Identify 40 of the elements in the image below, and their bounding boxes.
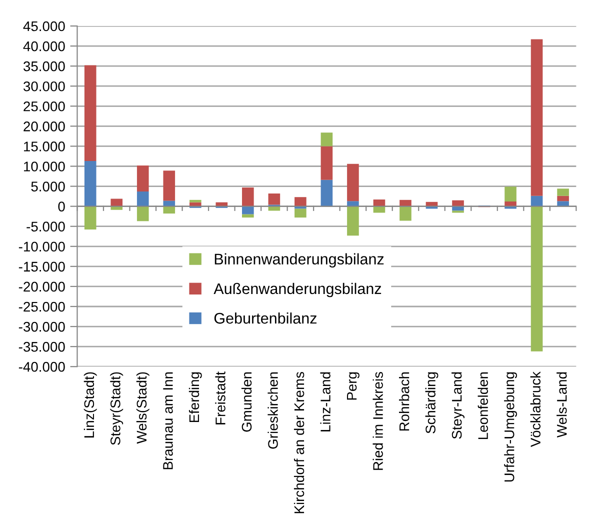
y-tick-label: 25.000 (24, 101, 65, 112)
x-tick-label: Ried im Innkreis (372, 372, 383, 470)
y-tick-label: 45.000 (23, 21, 65, 32)
y-tick-label: 40.000 (23, 41, 65, 52)
x-tick-label: Steyr-Land (452, 372, 464, 439)
x-tick-label: Gmunden (241, 372, 252, 432)
x-tick-label: Schärding (425, 372, 438, 434)
x-tick-label: Braunau am Inn (163, 372, 173, 470)
x-tick-label: Freistadt (215, 372, 226, 424)
y-tick-label: -25.000 (18, 302, 65, 312)
x-tick-label: Linz(Stadt) (84, 372, 97, 438)
y-tick-label: -30.000 (18, 322, 65, 332)
x-tick-label: Leonfelden (478, 372, 488, 440)
x-tick-label: Urfahr-Umgebung (504, 372, 517, 482)
y-tick-label: 10.000 (24, 162, 65, 172)
y-tick-label: 0 (58, 202, 65, 212)
legend-label: Binnenwanderungsbilanz (214, 253, 384, 268)
y-tick-label: 35.000 (23, 61, 65, 72)
y-tick-label: -35.000 (18, 342, 65, 352)
x-tick-label: Wels(Stadt) (136, 372, 150, 444)
y-tick-label: 15.000 (24, 142, 65, 152)
x-tick-label: Kirchdorf an der Krems (294, 372, 304, 514)
x-tick-label: Eferding (188, 372, 202, 422)
y-tick-label: -10.000 (18, 242, 65, 252)
y-tick-label: -15.000 (18, 262, 65, 272)
y-tick-label: 5.000 (31, 182, 65, 192)
x-tick-label: Grieskirchen (268, 372, 278, 449)
y-tick-label: -40.000 (18, 362, 65, 372)
y-tick-label: -20.000 (18, 282, 65, 292)
legend-label: Außenwanderungsbilanz (214, 282, 382, 298)
x-tick-label: Linz-Land (320, 372, 330, 432)
x-tick-label: Wels-Land (556, 372, 567, 438)
y-tick-label: 30.000 (23, 81, 65, 92)
x-tick-label: Vöcklabruck (530, 371, 541, 448)
y-tick-label: -5.000 (26, 222, 65, 232)
x-tick-label: Perg (347, 372, 360, 400)
x-tick-label: Steyr(Stadt) (110, 372, 124, 445)
y-tick-label: 20.000 (24, 122, 65, 132)
legend-label: Geburtenbilanz (214, 312, 317, 324)
x-tick-label: Rohrbach (399, 372, 410, 431)
